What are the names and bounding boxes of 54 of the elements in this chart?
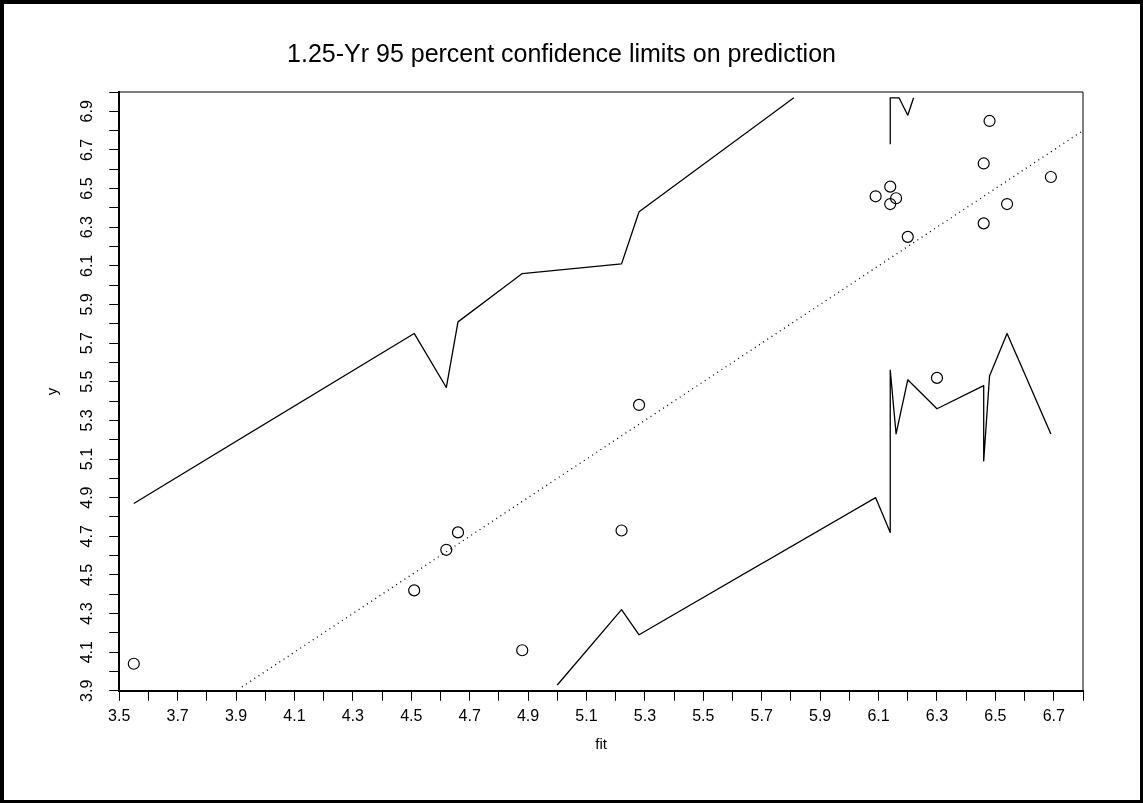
- y-tick-label: 6.7: [78, 138, 96, 162]
- point: [632, 398, 646, 412]
- x-tick-label: 3.9: [224, 706, 248, 724]
- y-tick-label: 6.5: [78, 177, 96, 200]
- x-tick-label: 4.9: [516, 706, 540, 724]
- x-tick-label: 6.5: [984, 706, 1007, 724]
- point: [1000, 197, 1014, 211]
- x-tick-label: 5.7: [750, 706, 773, 724]
- point: [884, 197, 897, 211]
- point: [901, 230, 914, 243]
- y-tick-label: 4.3: [78, 602, 96, 625]
- y-tick-label: 5.3: [78, 409, 96, 432]
- y-tick-label: 4.1: [78, 640, 96, 664]
- y-tick-label: 6.1: [78, 254, 96, 277]
- x-tick-label: 5.5: [692, 706, 715, 724]
- point: [408, 584, 421, 597]
- y-tick-label: 5.1: [78, 447, 96, 471]
- x-tick-label: 4.3: [341, 706, 365, 724]
- y-tick-label: 3.9: [78, 679, 96, 702]
- x-tick-label: 6.3: [925, 706, 949, 724]
- x-tick-label: 6.1: [867, 706, 890, 724]
- x-tick-label: 3.5: [108, 706, 131, 724]
- point: [977, 157, 990, 170]
- point: [977, 217, 990, 230]
- chart-title: 1.25-Yr 95 percent confidence limits on prediction: [287, 38, 836, 67]
- point: [869, 190, 882, 203]
- x-tick-label: 4.7: [458, 706, 481, 724]
- y-tick-label: 6.3: [78, 215, 96, 239]
- x-tick-label: 6.7: [1042, 706, 1066, 724]
- point: [1044, 170, 1057, 184]
- point: [889, 192, 903, 205]
- point: [440, 543, 453, 556]
- x-tick-label: 5.1: [575, 706, 598, 724]
- x-tick-label: 5.3: [633, 706, 657, 724]
- y-tick-label: 5.7: [78, 331, 96, 355]
- y-tick-label: 4.7: [78, 525, 96, 548]
- x-tick-label: 5.9: [809, 706, 832, 724]
- point: [983, 114, 996, 128]
- point: [884, 180, 897, 193]
- point: [930, 371, 944, 384]
- y-tick-label: 4.5: [78, 563, 96, 587]
- x-tick-label: 4.5: [400, 706, 423, 724]
- y-tick-label: 5.9: [78, 293, 96, 316]
- point: [127, 657, 140, 670]
- point: [451, 526, 465, 539]
- y-tick-label: 6.9: [78, 100, 96, 123]
- y-tick-label: 5.5: [78, 370, 96, 393]
- x-tick-label: 3.7: [166, 706, 189, 724]
- y-tick-label: 4.9: [78, 486, 96, 509]
- x-tick-label: 4.1: [283, 706, 306, 724]
- point: [516, 644, 529, 657]
- y-axis-title: y: [43, 387, 61, 396]
- x-axis-title: fit: [595, 735, 608, 753]
- point: [615, 524, 628, 537]
